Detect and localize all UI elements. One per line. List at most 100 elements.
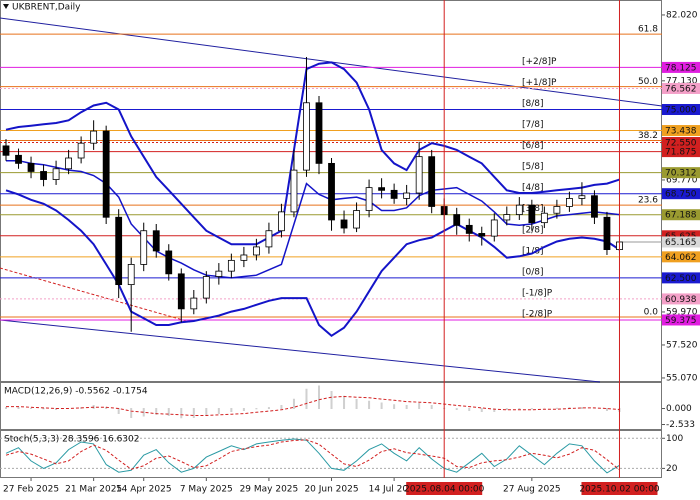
stoch-line <box>5 439 620 471</box>
fib-label: 50.0 <box>638 77 658 87</box>
title-icon <box>3 4 9 9</box>
candle-body <box>328 162 335 221</box>
murrey-price-tag-bg <box>662 314 700 326</box>
candle-body <box>540 212 548 224</box>
candle-body <box>490 219 498 237</box>
murrey-price-tag-bg <box>662 293 700 305</box>
candle-body <box>503 214 511 221</box>
murrey-price-tag: 64.062 <box>665 253 697 263</box>
candle-body <box>465 224 473 234</box>
marked-date-bg <box>581 482 658 495</box>
candle-body <box>290 169 298 213</box>
stoch-title: Stoch(5,3,3) 28.3596 16.6302 <box>4 435 139 445</box>
candle-body <box>165 250 173 275</box>
candle-body <box>127 264 135 286</box>
murrey-price-tag-bg <box>662 167 700 179</box>
candle-body <box>578 195 586 199</box>
main-panel <box>0 0 662 382</box>
candle-body <box>202 276 210 299</box>
candle-body <box>353 210 360 229</box>
x-tick-label: 27 Aug 2025 <box>503 485 561 495</box>
murrey-price-tag-bg <box>662 272 700 284</box>
murrey-label: [0/8] <box>522 267 544 277</box>
murrey-price-tag-bg <box>662 251 700 263</box>
murrey-price-tag-bg <box>662 82 700 94</box>
murrey-label: [+1/8]P <box>522 78 557 88</box>
candle-body <box>90 130 98 144</box>
candle-body <box>77 142 85 159</box>
murrey-label: [1/8] <box>522 246 544 256</box>
axes: 82.02077.13074.81069.77059.97057.52055.0… <box>3 0 700 495</box>
murrey-price-tag: 68.750 <box>665 190 697 200</box>
murrey-label: [+2/8]P <box>522 57 557 67</box>
candle-body <box>52 168 60 180</box>
candle-body <box>365 187 373 211</box>
candle-body <box>227 259 235 272</box>
murrey-label: [2/8] <box>522 225 544 235</box>
x-tick-label: 20 Jun 2025 <box>304 485 358 495</box>
stoch-panel <box>0 430 662 478</box>
price-tag-bg <box>662 137 700 149</box>
candle-body <box>27 162 35 172</box>
y-tick-label: 57.520 <box>666 340 698 350</box>
candle-body <box>453 214 461 226</box>
murrey-label: [8/8] <box>522 99 544 109</box>
trend-line <box>0 267 191 323</box>
marks <box>2 56 623 474</box>
y-tick-label: -2.533 <box>666 420 695 430</box>
y-tick-label: 69.770 <box>666 175 698 185</box>
candle-body <box>65 157 72 170</box>
candle-body <box>190 297 198 310</box>
candle-body <box>515 204 523 215</box>
murrey-price-tag-bg <box>662 146 700 158</box>
candle-body <box>177 273 185 310</box>
y-tick-label: 100 <box>666 434 683 444</box>
murrey-price-tag-bg <box>662 61 700 73</box>
stoch-line <box>5 438 620 474</box>
y-tick-label: 55.070 <box>666 373 698 383</box>
murrey-price-tag-bg <box>662 104 700 116</box>
murrey-label: [6/8] <box>522 141 544 151</box>
candle-body <box>240 254 248 261</box>
candle-body <box>278 211 285 232</box>
candle-body <box>415 156 423 194</box>
candle-body <box>566 198 573 207</box>
murrey-price-tag-bg <box>662 188 700 200</box>
murrey-label: [-1/8]P <box>522 288 553 298</box>
x-tick-label: 7 May 2025 <box>180 485 233 495</box>
candle-body <box>378 187 386 191</box>
y-tick-label: 59.970 <box>666 307 698 317</box>
murrey-price-tag: 67.188 <box>665 211 697 221</box>
fib-label: 23.6 <box>638 196 658 206</box>
current-price-tag: 65.165 <box>665 238 697 248</box>
macd-panel <box>0 382 662 430</box>
candle-body <box>553 206 561 214</box>
x-tick-label: 14 Apr 2025 <box>116 485 172 495</box>
murrey-price-tag: 70.312 <box>665 169 697 179</box>
murrey-price-tag: 78.125 <box>665 63 697 73</box>
band-line <box>5 61 620 246</box>
y-tick-label: 77.130 <box>666 76 698 86</box>
marked-date-bg <box>406 482 483 495</box>
x-tick-label: 21 Mar 2025 <box>65 485 122 495</box>
chart-title: UKBRENT,Daily <box>12 3 81 13</box>
candle-body <box>428 156 436 207</box>
murrey-label: [7/8] <box>522 120 544 130</box>
candle-body <box>102 130 110 218</box>
candle-body <box>152 230 160 252</box>
murrey-price-tag-bg <box>662 125 700 137</box>
candle-body <box>303 102 310 171</box>
murrey-price-tag-bg <box>662 230 700 242</box>
candle-body <box>390 189 398 199</box>
murrey-price-tag-bg <box>662 209 700 221</box>
candle-body <box>315 102 323 164</box>
marked-date-label: 2025.10.02 00:00 <box>579 485 660 495</box>
price-tag: 72.550 <box>665 139 697 149</box>
marked-date-label: 2025.08.04 00:00 <box>404 485 485 495</box>
murrey-label: [5/8] <box>522 162 544 172</box>
x-tick-label: 14 Jul 2025 <box>369 485 420 495</box>
panel-borders <box>0 0 662 478</box>
murrey-price-tag: 60.938 <box>665 295 697 305</box>
murrey-price-tag: 62.500 <box>665 274 697 284</box>
